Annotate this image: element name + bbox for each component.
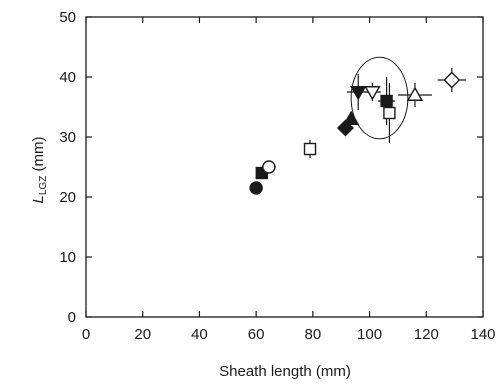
data-point-circle-filled	[250, 182, 262, 194]
x-tick-label: 80	[305, 326, 322, 343]
data-point-circle-open	[263, 161, 275, 173]
y-tick-label: 30	[59, 129, 76, 146]
data-point-square-open	[384, 108, 395, 119]
y-tick-label: 50	[59, 9, 76, 26]
y-tick-label: 20	[59, 189, 76, 206]
y-tick-label: 10	[59, 249, 76, 266]
y-tick-label: 40	[59, 69, 76, 86]
data-point-triangle-down-open	[365, 87, 379, 99]
highlight-circle	[351, 57, 408, 139]
data-point-triangle-up-open	[408, 88, 422, 100]
x-tick-label: 40	[191, 326, 208, 343]
x-tick-label: 140	[470, 326, 495, 343]
x-axis-label: Sheath length (mm)	[219, 363, 351, 380]
y-axis-label-main: L	[30, 195, 47, 203]
plot-frame	[86, 17, 483, 317]
x-tick-label: 100	[357, 326, 382, 343]
x-tick-label: 20	[134, 326, 151, 343]
y-tick-label: 0	[68, 309, 76, 326]
data-point-triangle-down-filled	[351, 87, 365, 99]
y-axis-label-unit: (mm)	[30, 137, 47, 176]
data-point-square-filled	[381, 96, 392, 107]
x-tick-label: 60	[248, 326, 265, 343]
x-tick-label: 0	[82, 326, 90, 343]
x-tick-label: 120	[414, 326, 439, 343]
data-point-diamond-open	[444, 73, 459, 88]
data-point-square-open	[305, 144, 316, 155]
data-point-triangle-up-filled	[344, 112, 358, 124]
y-axis-label-subscript: LGZ	[38, 176, 49, 195]
y-axis-label: LLGZ (mm)	[30, 137, 49, 204]
